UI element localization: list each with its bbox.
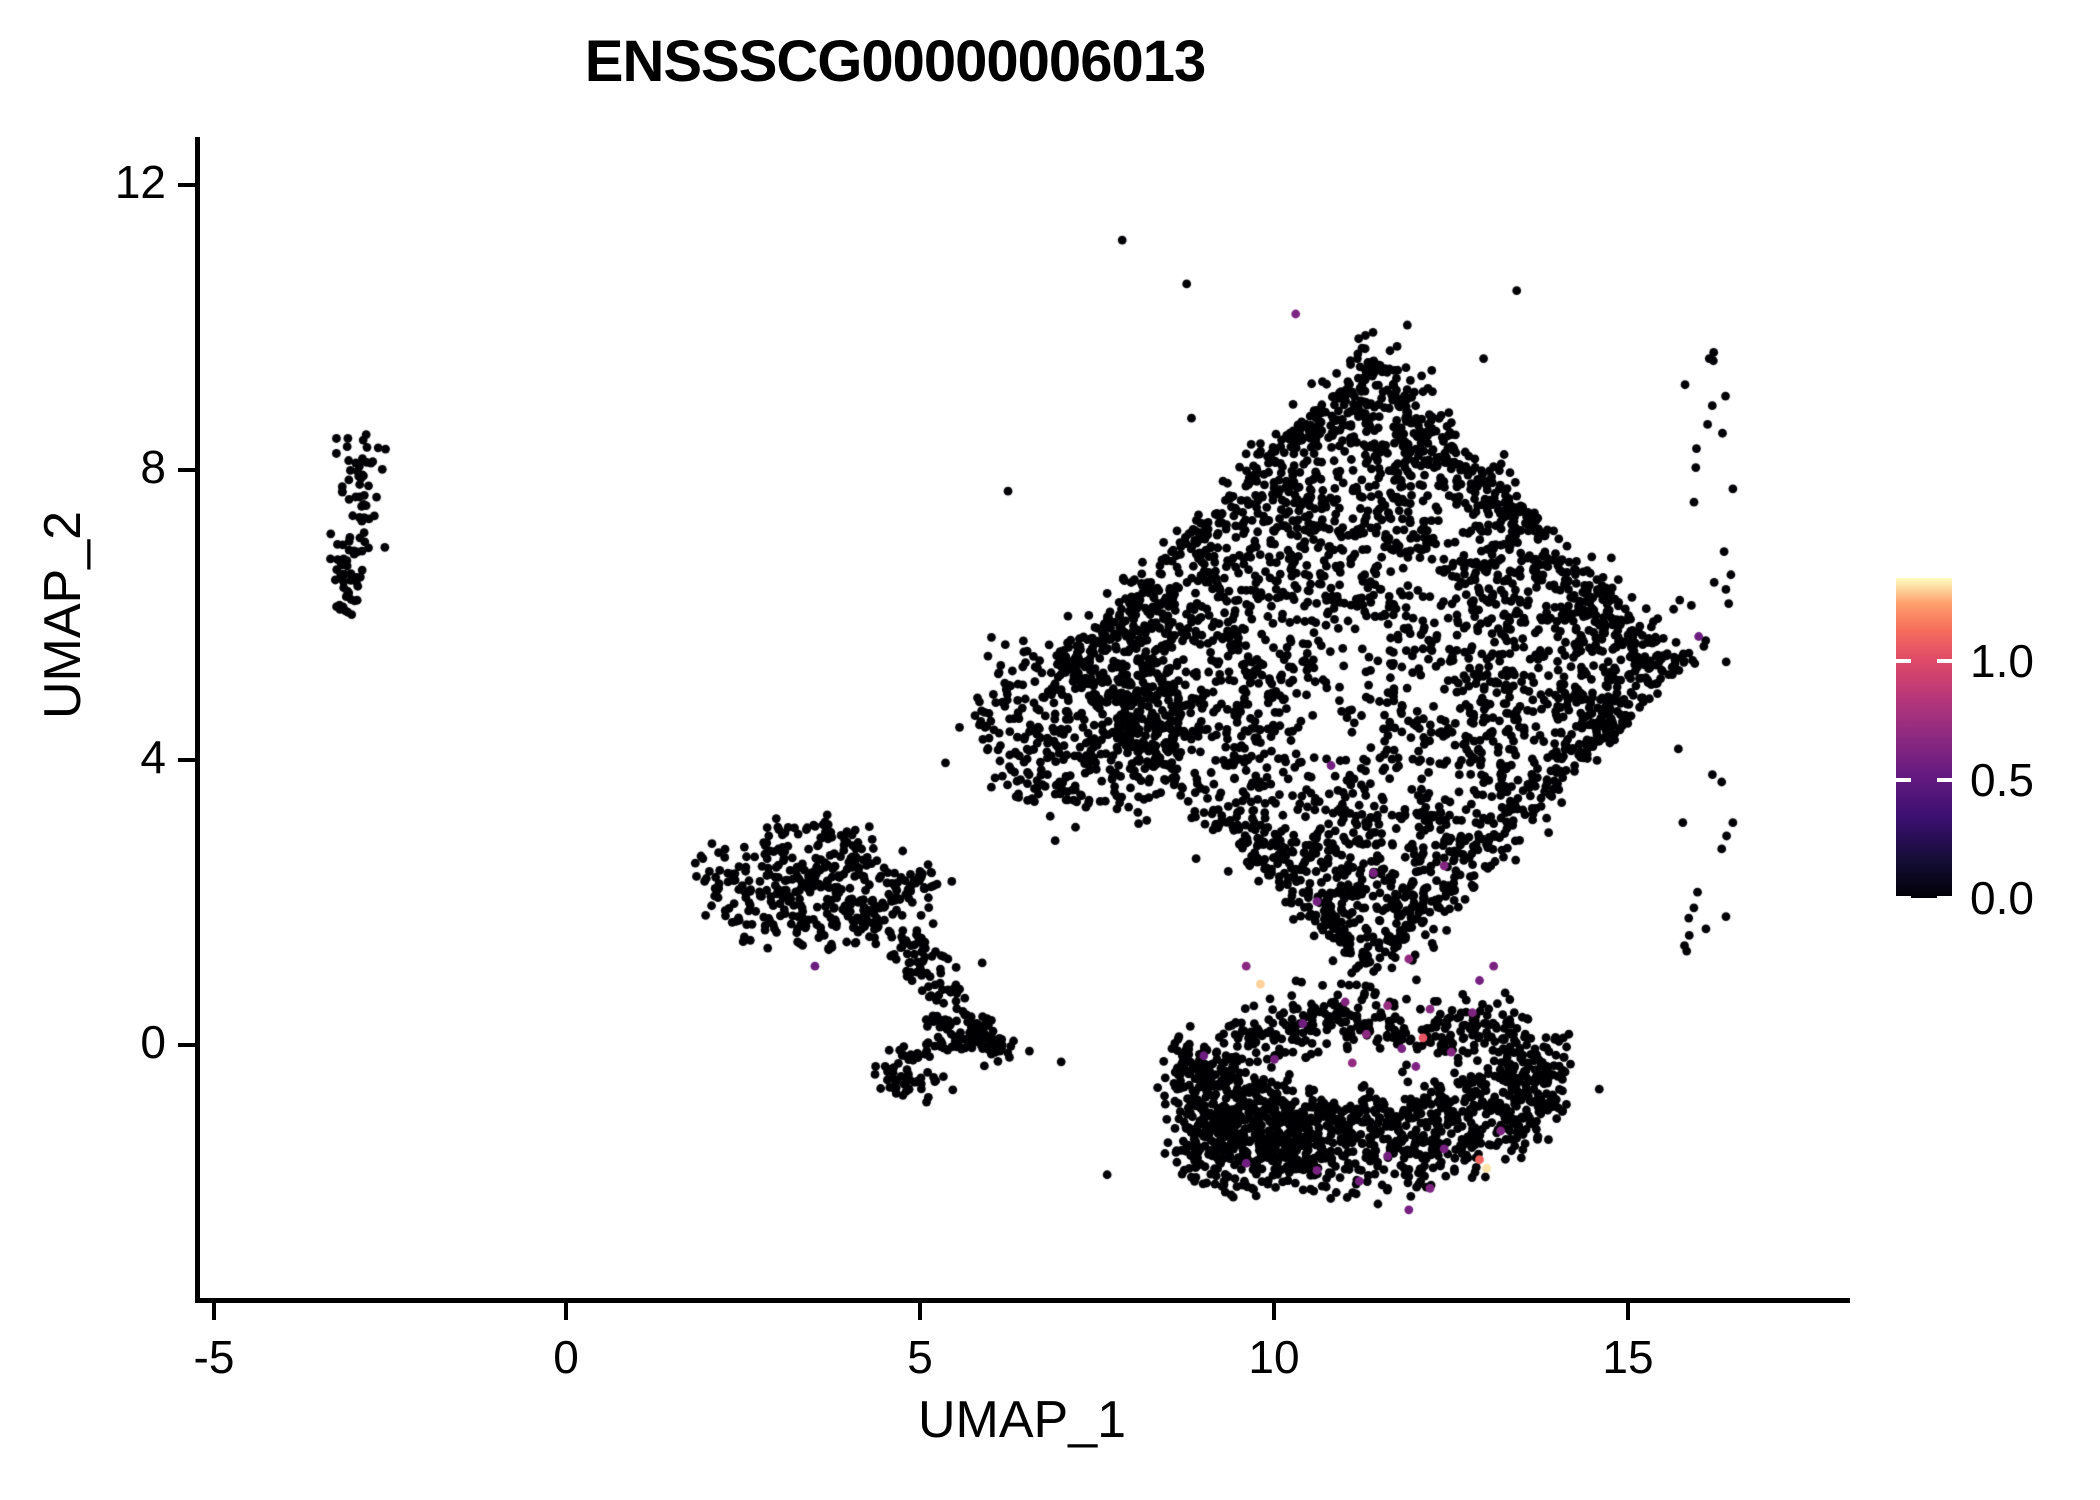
y-axis-line	[195, 137, 200, 1302]
y-tick-label: 8	[140, 441, 166, 493]
x-tick-mark	[1272, 1303, 1276, 1320]
colorbar-tick-mark	[1937, 659, 1952, 664]
y-tick-mark	[178, 468, 195, 472]
y-axis-title: UMAP_2	[34, 510, 92, 720]
colorbar-tick-mark	[1896, 777, 1911, 782]
y-tick-label: 0	[140, 1016, 166, 1068]
x-axis-title: UMAP_1	[917, 1391, 1127, 1449]
colorbar-tick-mark	[1937, 777, 1952, 782]
y-tick-label: 4	[140, 731, 166, 783]
y-tick-mark	[178, 183, 195, 187]
scatter-points-layer	[197, 140, 1847, 1300]
x-tick-label: 10	[1248, 1331, 1300, 1383]
x-tick-label: 15	[1602, 1331, 1654, 1383]
y-tick-mark	[178, 758, 195, 762]
y-tick-label: 12	[114, 156, 166, 208]
x-tick-label: 0	[553, 1331, 579, 1383]
colorbar-tick-label: 0.0	[1970, 872, 2034, 924]
x-axis-line	[195, 1298, 1850, 1303]
colorbar-tick-mark	[1896, 896, 1911, 900]
x-tick-mark	[918, 1303, 922, 1320]
colorbar-gradient	[1896, 578, 1952, 898]
x-tick-label: -5	[193, 1331, 235, 1383]
x-tick-mark	[1626, 1303, 1630, 1320]
colorbar-tick-mark	[1896, 659, 1911, 664]
colorbar-tick-label: 1.0	[1970, 635, 2034, 688]
scatter-plot-panel	[197, 140, 1847, 1300]
y-tick-mark	[178, 1043, 195, 1047]
x-tick-label: 5	[907, 1331, 933, 1383]
x-tick-mark	[564, 1303, 568, 1320]
x-tick-mark	[212, 1303, 216, 1320]
page-title: ENSSSCG00000006013	[584, 29, 1206, 94]
colorbar-tick-mark	[1937, 896, 1952, 900]
colorbar-tick-label: 0.5	[1970, 753, 2034, 806]
